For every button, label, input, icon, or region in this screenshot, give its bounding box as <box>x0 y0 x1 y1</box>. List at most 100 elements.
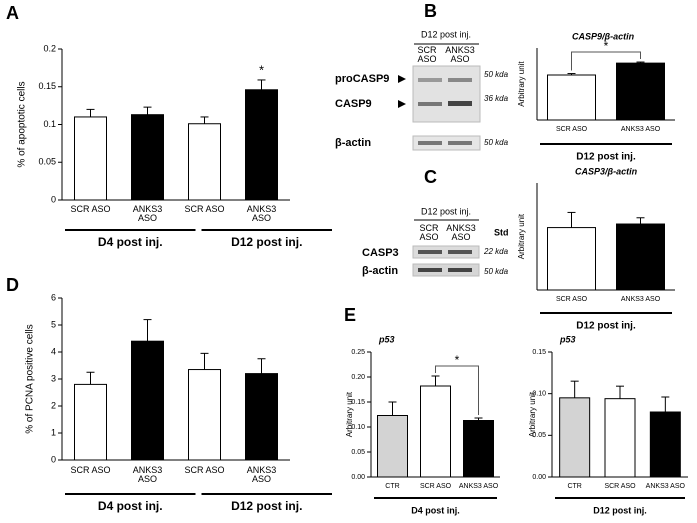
x-tick-label: SCR ASO <box>556 126 588 133</box>
y-tick-label: 0.25 <box>351 349 365 356</box>
y-tick-label: 6 <box>51 292 56 302</box>
y-tick-label: 0.20 <box>351 374 365 381</box>
lane-label: SCR ASO <box>419 223 439 243</box>
y-tick-label: 0.15 <box>532 349 546 356</box>
bar <box>559 397 591 478</box>
group-label: D12 post inj. <box>231 235 302 249</box>
blot-header: D12 post inj. <box>421 206 471 216</box>
x-tick-label: ANKS3 ASO <box>132 465 163 485</box>
arrow <box>398 75 406 83</box>
x-tick-label: SCR ASO <box>184 465 225 475</box>
lane-label: ANKS3 ASO <box>445 45 475 65</box>
significance: * <box>604 39 609 53</box>
y-tick-label: 0.00 <box>351 474 365 481</box>
significance: * <box>455 353 460 367</box>
chart-title: p53 <box>559 334 576 344</box>
y-axis-label: Arbitrary unit <box>345 391 354 437</box>
y-tick-label: 0.10 <box>532 391 546 398</box>
lane-label: ANKS3 ASO <box>446 223 476 243</box>
band <box>448 78 472 82</box>
y-tick-label: 4 <box>51 346 56 356</box>
band <box>448 268 472 272</box>
bar <box>131 340 164 461</box>
panel-letter: C <box>424 167 437 187</box>
lane-label: Std <box>494 227 509 237</box>
band-label: CASP3 <box>362 247 399 259</box>
x-tick-label: ANKS3 ASO <box>621 126 661 133</box>
y-tick-label: 3 <box>51 373 56 383</box>
group-label: D4 post inj. <box>98 235 163 249</box>
blot <box>412 135 481 151</box>
lane-label: SCR ASO <box>417 45 437 65</box>
band <box>418 78 442 82</box>
panel-letter: B <box>424 1 437 21</box>
bar <box>420 385 451 478</box>
blot <box>412 245 480 259</box>
x-tick-label: SCR ASO <box>604 483 636 490</box>
x-tick-label: ANKS3 ASO <box>646 483 686 490</box>
group-label: D12 post inj. <box>576 321 636 332</box>
band-label: CASP9 <box>335 98 372 110</box>
band <box>418 141 442 145</box>
bar <box>245 89 278 201</box>
x-tick-label: SCR ASO <box>420 483 452 490</box>
marker-label: 36 kda <box>484 94 509 103</box>
y-tick-label: 0 <box>51 454 56 464</box>
y-tick-label: 1 <box>51 427 56 437</box>
bar <box>463 420 494 478</box>
y-tick-label: 5 <box>51 319 56 329</box>
y-tick-label: 2 <box>51 400 56 410</box>
y-axis-label: % of apoptotic cells <box>17 81 28 167</box>
bracket <box>571 51 641 71</box>
y-tick-label: 0 <box>51 194 56 204</box>
group-label: D4 post inj. <box>98 499 163 513</box>
bar <box>377 415 408 478</box>
y-tick-label: 0.1 <box>43 119 56 129</box>
blot <box>412 263 480 277</box>
y-tick-label: 0.05 <box>532 432 546 439</box>
bar <box>547 227 596 291</box>
bar <box>188 123 221 201</box>
x-tick-label: SCR ASO <box>184 204 225 214</box>
chart-title: CASP9/β-actin <box>572 31 635 41</box>
marker-label: 50 kda <box>484 70 509 79</box>
y-tick-label: 0.00 <box>532 474 546 481</box>
bar <box>188 369 221 461</box>
x-tick-label: SCR ASO <box>70 465 111 475</box>
group-label: D12 post inj. <box>576 152 636 163</box>
bar <box>649 411 681 478</box>
group-label: D4 post inj. <box>411 505 460 515</box>
x-tick-label: SCR ASO <box>556 296 588 303</box>
significance: * <box>259 62 264 77</box>
bar <box>74 383 107 461</box>
y-axis-label: % of PCNA positive cells <box>25 324 36 434</box>
arrow <box>398 100 406 108</box>
y-tick-label: 0.05 <box>351 449 365 456</box>
y-axis-label: Arbitrary unit <box>517 61 526 107</box>
group-label: D12 post inj. <box>593 505 647 515</box>
x-tick-label: ANKS3 ASO <box>132 204 163 224</box>
bar <box>74 116 107 201</box>
band-label: proCASP9 <box>335 73 389 85</box>
marker-label: 50 kda <box>484 267 509 276</box>
y-tick-label: 0.10 <box>351 424 365 431</box>
band <box>418 102 442 106</box>
band-label: β-actin <box>335 137 371 149</box>
marker-label: 50 kda <box>484 138 509 147</box>
band <box>418 250 442 254</box>
x-tick-label: ANKS3 ASO <box>621 296 661 303</box>
x-tick-label: CTR <box>567 483 581 490</box>
bar <box>547 74 596 121</box>
x-tick-label: CTR <box>385 483 399 490</box>
band-label: β-actin <box>362 265 398 277</box>
x-tick-label: ANKS3 ASO <box>246 465 277 485</box>
panel-letter: E <box>344 305 357 325</box>
y-axis-label: Arbitrary unit <box>528 391 537 437</box>
y-axis-label: Arbitrary unit <box>517 213 526 259</box>
blot <box>412 65 481 123</box>
band <box>448 250 472 254</box>
marker-label: 22 kda <box>483 247 509 256</box>
y-tick-label: 0.05 <box>38 157 56 167</box>
